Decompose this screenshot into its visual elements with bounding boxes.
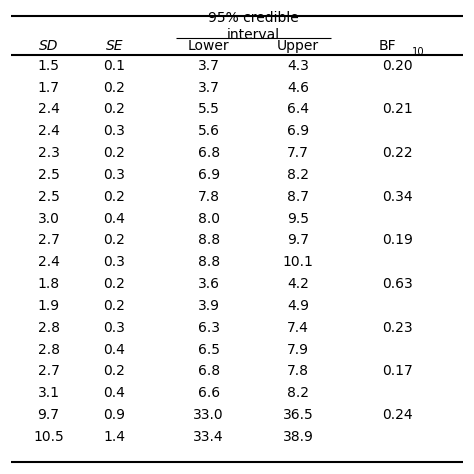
Text: 1.9: 1.9 [37,299,60,313]
Text: 3.0: 3.0 [37,211,59,226]
Text: 95% credible
interval: 95% credible interval [208,11,299,42]
Text: 4.9: 4.9 [287,299,309,313]
Text: 0.2: 0.2 [103,277,126,291]
Text: 8.2: 8.2 [287,168,309,182]
Text: 6.3: 6.3 [198,321,220,335]
Text: 4.2: 4.2 [287,277,309,291]
Text: 0.21: 0.21 [382,102,412,117]
Text: 2.5: 2.5 [37,190,59,204]
Text: 2.8: 2.8 [37,343,60,356]
Text: 10.1: 10.1 [283,255,314,269]
Text: 0.2: 0.2 [103,234,126,247]
Text: 33.0: 33.0 [193,408,224,422]
Text: 8.8: 8.8 [198,234,220,247]
Text: 0.9: 0.9 [103,408,126,422]
Text: 1.7: 1.7 [37,81,60,95]
Text: 3.7: 3.7 [198,59,219,73]
Text: 1.8: 1.8 [37,277,60,291]
Text: 4.3: 4.3 [287,59,309,73]
Text: 1.4: 1.4 [103,430,126,444]
Text: 0.24: 0.24 [382,408,412,422]
Text: 6.4: 6.4 [287,102,309,117]
Text: 6.9: 6.9 [287,124,310,138]
Text: 7.4: 7.4 [287,321,309,335]
Text: 0.2: 0.2 [103,190,126,204]
Text: 2.4: 2.4 [37,255,59,269]
Text: 36.5: 36.5 [283,408,314,422]
Text: 2.3: 2.3 [37,146,59,160]
Text: BF: BF [379,39,397,53]
Text: 6.8: 6.8 [198,365,220,378]
Text: 0.2: 0.2 [103,81,126,95]
Text: 6.8: 6.8 [198,146,220,160]
Text: 10.5: 10.5 [33,430,64,444]
Text: 5.5: 5.5 [198,102,219,117]
Text: 0.3: 0.3 [103,124,126,138]
Text: 0.2: 0.2 [103,102,126,117]
Text: 0.23: 0.23 [382,321,412,335]
Text: 0.1: 0.1 [103,59,126,73]
Text: 0.20: 0.20 [382,59,412,73]
Text: 4.6: 4.6 [287,81,309,95]
Text: 0.3: 0.3 [103,255,126,269]
Text: 8.8: 8.8 [198,255,220,269]
Text: 0.22: 0.22 [382,146,412,160]
Text: 38.9: 38.9 [283,430,314,444]
Text: 9.7: 9.7 [287,234,309,247]
Text: 2.4: 2.4 [37,102,59,117]
Text: 7.8: 7.8 [198,190,220,204]
Text: 33.4: 33.4 [193,430,224,444]
Text: 6.6: 6.6 [198,386,220,401]
Text: 10: 10 [412,47,425,57]
Text: 2.8: 2.8 [37,321,60,335]
Text: 0.19: 0.19 [382,234,413,247]
Text: 8.7: 8.7 [287,190,309,204]
Text: 3.6: 3.6 [198,277,220,291]
Text: 2.5: 2.5 [37,168,59,182]
Text: 0.2: 0.2 [103,146,126,160]
Text: Lower: Lower [188,39,229,53]
Text: 2.7: 2.7 [37,234,59,247]
Text: 8.0: 8.0 [198,211,220,226]
Text: 0.34: 0.34 [382,190,412,204]
Text: 7.9: 7.9 [287,343,309,356]
Text: 0.4: 0.4 [103,386,126,401]
Text: 9.5: 9.5 [287,211,309,226]
Text: 5.6: 5.6 [198,124,220,138]
Text: 3.7: 3.7 [198,81,219,95]
Text: 0.4: 0.4 [103,343,126,356]
Text: 0.3: 0.3 [103,321,126,335]
Text: 8.2: 8.2 [287,386,309,401]
Text: 2.7: 2.7 [37,365,59,378]
Text: 0.2: 0.2 [103,299,126,313]
Text: 0.3: 0.3 [103,168,126,182]
Text: Upper: Upper [277,39,319,53]
Text: 3.1: 3.1 [37,386,60,401]
Text: 6.5: 6.5 [198,343,220,356]
Text: 0.2: 0.2 [103,365,126,378]
Text: 0.17: 0.17 [382,365,412,378]
Text: 6.9: 6.9 [198,168,220,182]
Text: SD: SD [39,39,58,53]
Text: 7.7: 7.7 [287,146,309,160]
Text: 0.63: 0.63 [382,277,412,291]
Text: 2.4: 2.4 [37,124,59,138]
Text: 0.4: 0.4 [103,211,126,226]
Text: 9.7: 9.7 [37,408,60,422]
Text: 1.5: 1.5 [37,59,60,73]
Text: SE: SE [106,39,123,53]
Text: 3.9: 3.9 [198,299,220,313]
Text: 7.8: 7.8 [287,365,309,378]
